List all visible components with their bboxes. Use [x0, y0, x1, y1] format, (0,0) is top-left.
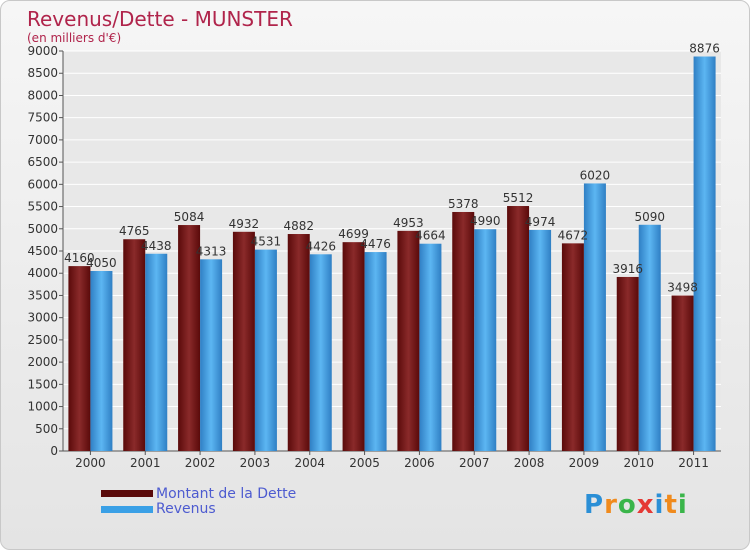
logo-letter: r: [604, 490, 618, 520]
legend-swatch-revenue: [101, 506, 153, 513]
legend-swatch-debt: [101, 490, 153, 497]
logo-letter: x: [636, 490, 655, 520]
bar-revenue-2006: [419, 243, 442, 451]
logo-letter: P: [584, 490, 605, 520]
y-tick-label: 4000: [27, 266, 58, 280]
axis-layer: 0 500 1000 1500 2000 2500 3000 3500 4000 4500 5000…: [27, 44, 721, 470]
bar-debt-2001: [123, 239, 146, 451]
x-tick-label: 2009: [569, 456, 600, 470]
data-label-revenue-2009: 6020: [580, 168, 611, 182]
bar-revenue-2002: [200, 259, 223, 451]
y-tick-label: 8000: [27, 88, 58, 102]
data-label-revenue-2002: 4313: [196, 244, 227, 258]
data-label-debt-2011: 3498: [667, 281, 698, 295]
data-label-revenue-2003: 4531: [251, 235, 282, 249]
x-tick-label: 2011: [678, 456, 709, 470]
y-tick-label: 2500: [27, 333, 58, 347]
bar-debt-2011: [671, 295, 694, 451]
data-label-revenue-2004: 4426: [305, 239, 336, 253]
data-label-debt-2002: 5084: [174, 210, 205, 224]
data-label-debt-2005: 4699: [338, 227, 369, 241]
logo-letter: i: [654, 490, 665, 520]
data-label-revenue-2010: 5090: [634, 210, 665, 224]
data-label-revenue-2006: 4664: [415, 229, 446, 243]
x-tick-label: 2006: [404, 456, 435, 470]
y-tick-label: 0: [50, 444, 58, 458]
proxiti-logo: Proxiti: [584, 490, 688, 520]
data-label-debt-2010: 3916: [612, 262, 643, 276]
logo-letter: t: [664, 490, 678, 520]
y-tick-label: 8500: [27, 66, 58, 80]
bar-revenue-2000: [90, 271, 113, 451]
x-tick-label: 2008: [514, 456, 545, 470]
y-tick-label: 1000: [27, 400, 58, 414]
bar-revenue-2011: [693, 56, 716, 452]
data-label-revenue-2001: 4438: [141, 239, 172, 253]
bar-revenue-2004: [309, 254, 332, 451]
data-label-debt-2003: 4932: [229, 217, 260, 231]
bar-debt-2009: [561, 243, 584, 451]
y-tick-label: 500: [35, 422, 58, 436]
bar-debt-2004: [287, 234, 310, 451]
data-label-debt-2007: 5378: [448, 197, 479, 211]
x-tick-label: 2001: [130, 456, 161, 470]
x-tick-label: 2002: [185, 456, 216, 470]
x-tick-label: 2010: [623, 456, 654, 470]
grid-layer: [63, 50, 721, 452]
x-tick-label: 2005: [349, 456, 380, 470]
data-label-revenue-2008: 4974: [525, 215, 556, 229]
bar-debt-2010: [616, 276, 639, 451]
y-tick-label: 1500: [27, 377, 58, 391]
bar-revenue-2010: [638, 224, 661, 451]
y-tick-label: 4500: [27, 244, 58, 258]
data-label-debt-2004: 4882: [283, 219, 314, 233]
chart-title: Revenus/Dette - MUNSTER: [27, 7, 293, 31]
legend-label-revenue: Revenus: [156, 501, 216, 517]
bar-debt-2006: [397, 230, 420, 451]
bar-revenue-2009: [583, 183, 606, 451]
y-tick-label: 7500: [27, 111, 58, 125]
bar-debt-2003: [232, 231, 255, 451]
y-tick-label: 2000: [27, 355, 58, 369]
y-tick-label: 5500: [27, 200, 58, 214]
data-label-debt-2000: 4160: [64, 251, 95, 265]
data-label-debt-2008: 5512: [503, 191, 534, 205]
data-label-revenue-2000: 4050: [86, 256, 117, 270]
y-tick-label: 3500: [27, 288, 58, 302]
bar-layer: [68, 56, 716, 452]
bar-debt-2005: [342, 242, 365, 451]
logo-letter: o: [617, 490, 637, 520]
bar-debt-2008: [507, 206, 530, 451]
x-tick-label: 2003: [240, 456, 271, 470]
x-tick-label: 2000: [75, 456, 106, 470]
legend-label-debt: Montant de la Dette: [156, 486, 297, 502]
bar-debt-2002: [178, 225, 201, 451]
chart-subtitle: (en milliers d'€): [27, 31, 122, 45]
y-tick-label: 7000: [27, 133, 58, 147]
x-tick-label: 2007: [459, 456, 490, 470]
bar-revenue-2007: [474, 229, 497, 451]
y-tick-label: 6000: [27, 177, 58, 191]
bar-revenue-2005: [364, 252, 387, 451]
data-label-debt-2001: 4765: [119, 224, 150, 238]
bar-revenue-2008: [529, 229, 552, 451]
data-label-revenue-2007: 4990: [470, 214, 501, 228]
bar-revenue-2003: [254, 249, 277, 451]
data-label-revenue-2011: 8876: [689, 42, 720, 56]
bar-debt-2000: [68, 266, 91, 451]
data-label-debt-2006: 4953: [393, 216, 424, 230]
data-label-revenue-2005: 4476: [360, 237, 391, 251]
y-tick-label: 9000: [27, 44, 58, 58]
x-tick-label: 2004: [294, 456, 325, 470]
y-tick-label: 5000: [27, 222, 58, 236]
bar-revenue-2001: [145, 253, 168, 451]
bar-debt-2007: [452, 211, 475, 451]
y-tick-label: 3000: [27, 311, 58, 325]
logo-letter: i: [677, 490, 688, 520]
data-label-debt-2009: 4672: [558, 228, 589, 242]
y-tick-label: 6500: [27, 155, 58, 169]
